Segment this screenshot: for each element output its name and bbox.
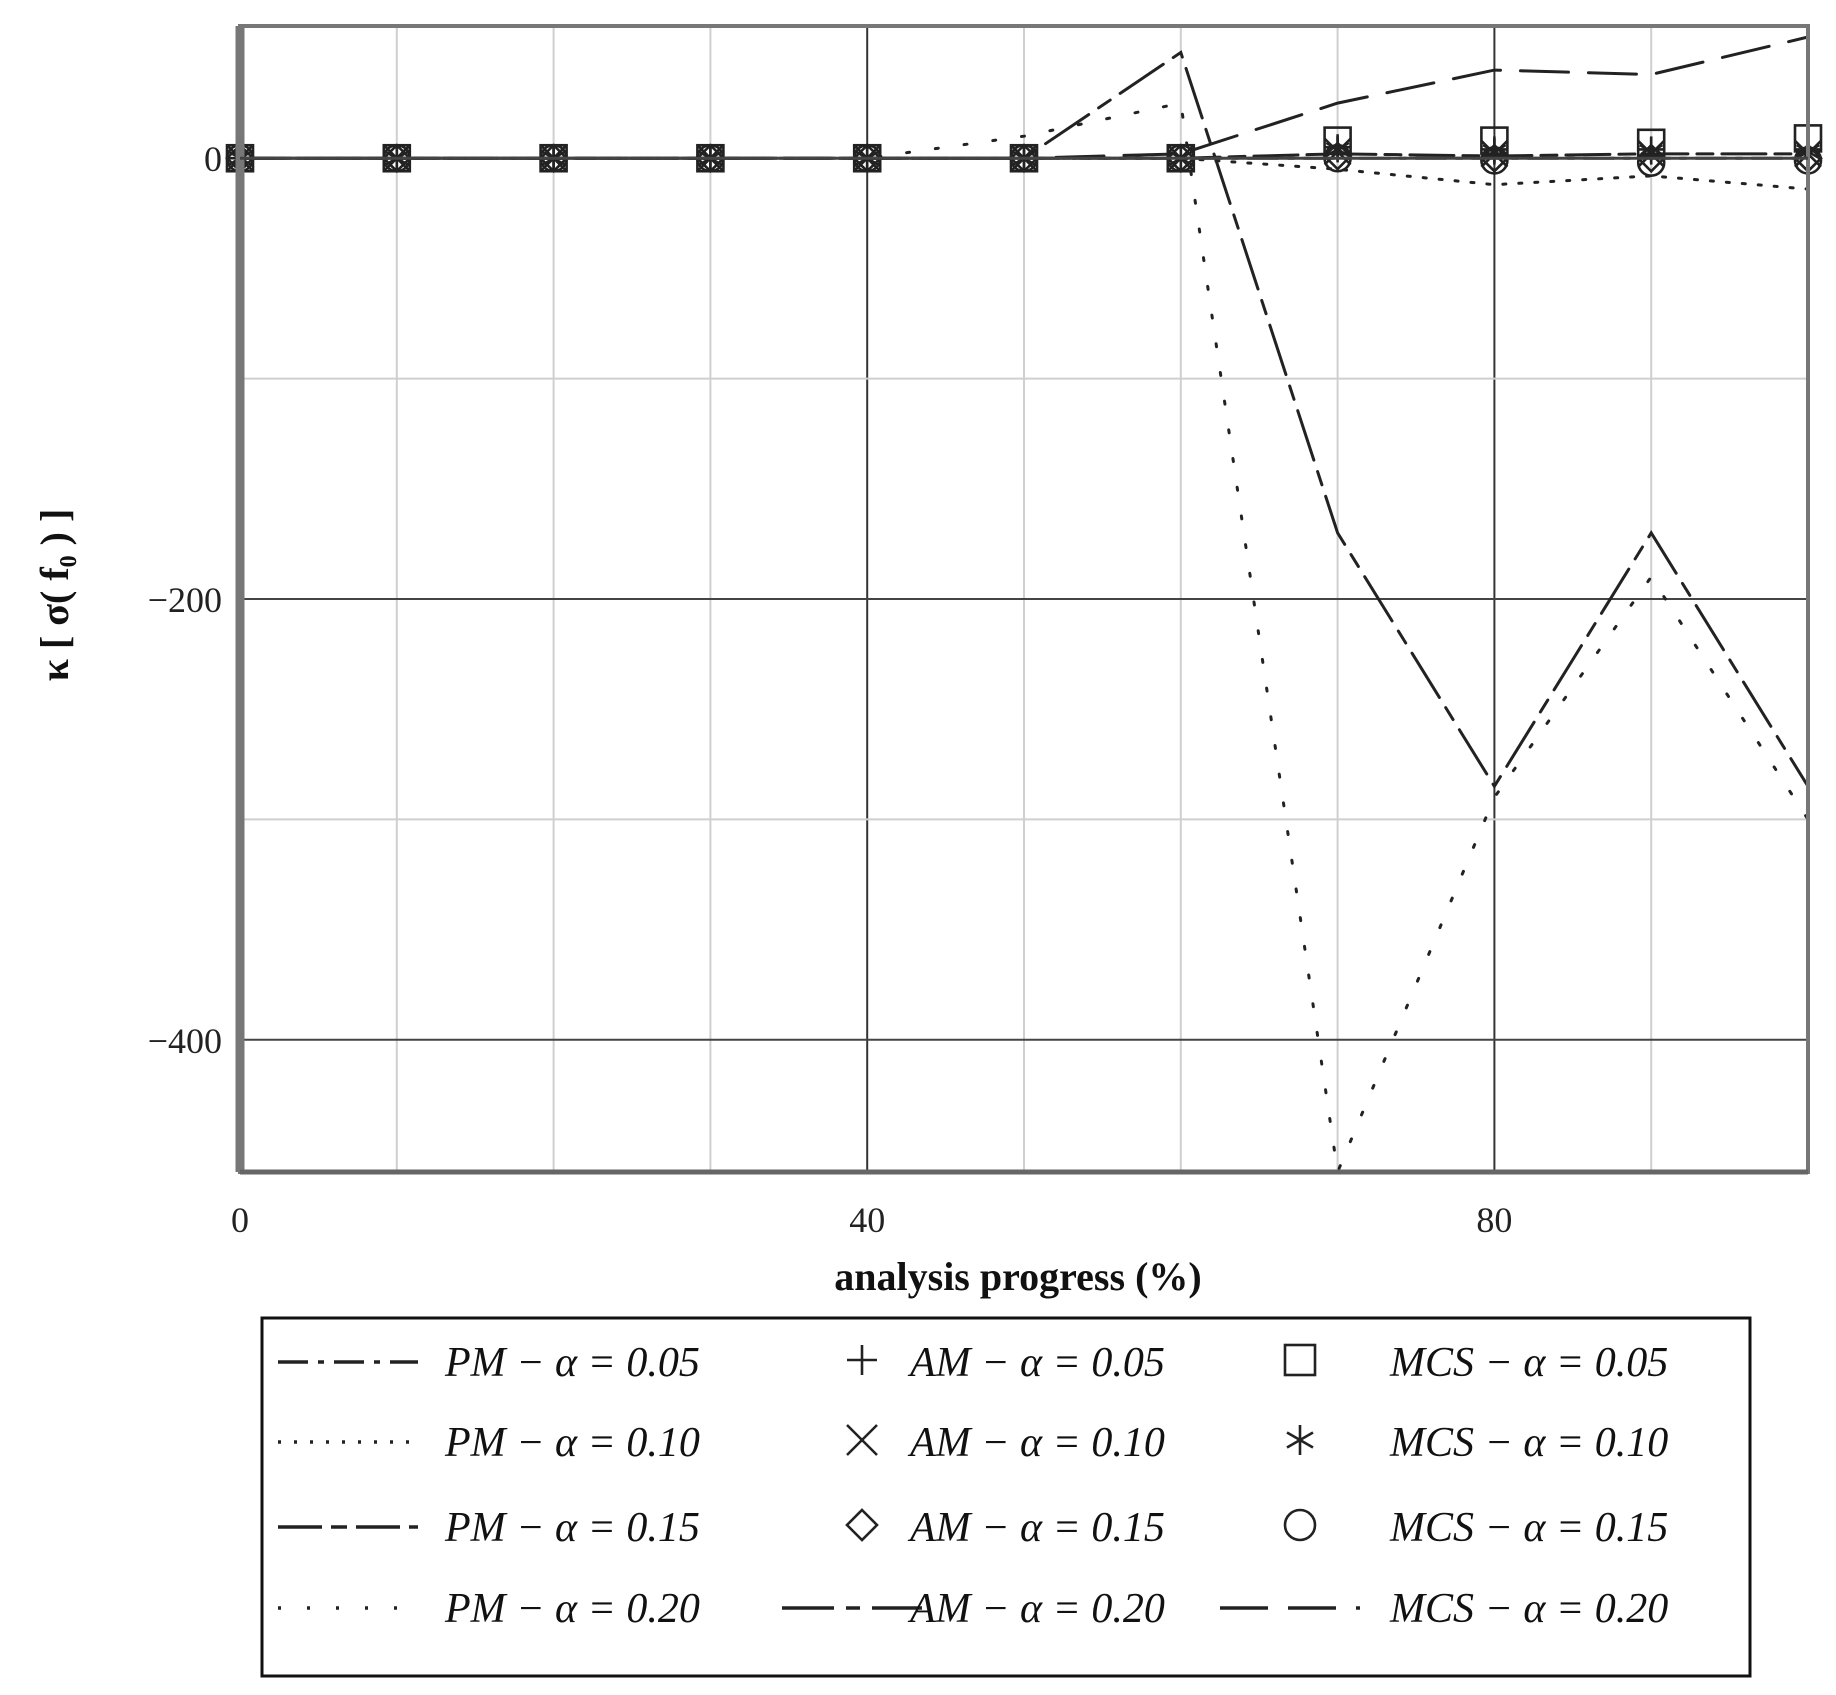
y-tick-label: −400 (148, 1021, 222, 1061)
marker-plus (847, 1345, 877, 1375)
marker-star (1639, 138, 1664, 165)
x-axis-title: analysis progress (%) (834, 1254, 1201, 1299)
legend-entry-label: AM − α = 0.20 (907, 1586, 1165, 1632)
y-tick-label: 0 (204, 139, 222, 179)
marker-star (1482, 138, 1507, 165)
legend-entry-label: MCS − α = 0.10 (1389, 1420, 1668, 1466)
grid-lines (240, 26, 1808, 1172)
marker-circle (1636, 148, 1666, 177)
legend-entry-label: MCS − α = 0.15 (1389, 1505, 1668, 1551)
legend-entry-label: AM − α = 0.05 (907, 1340, 1165, 1386)
legend-entry-label: PM − α = 0.15 (444, 1505, 700, 1551)
marker-star (1286, 1425, 1314, 1455)
marker-square (1283, 1343, 1317, 1377)
plot-frame (235, 24, 1810, 1175)
x-tick-label: 40 (849, 1200, 885, 1240)
x-tick-label: 0 (231, 1200, 249, 1240)
legend-entry-label: MCS − α = 0.05 (1389, 1340, 1668, 1386)
legend-entry-label: AM − α = 0.10 (907, 1420, 1165, 1466)
legend-entry-label: PM − α = 0.10 (444, 1420, 700, 1466)
marker-diamond (1322, 141, 1353, 171)
marker-x (846, 1424, 878, 1456)
legend-entry-label: MCS − α = 0.20 (1389, 1586, 1668, 1632)
marker-circle (1480, 146, 1509, 175)
y-axis-title: κ [ σ( f₀ ) ] (32, 509, 77, 682)
marker-diamond (845, 1508, 879, 1542)
x-tick-label: 80 (1476, 1200, 1512, 1240)
legend-box (260, 1316, 1752, 1678)
legend-entry-label: PM − α = 0.05 (444, 1340, 700, 1386)
legend-entry-label: PM − α = 0.20 (444, 1586, 700, 1632)
tick-labels: 0 40 80 0 −200 −400 (148, 139, 1513, 1240)
marker-circle (1283, 1508, 1317, 1542)
legend: PM − α = 0.05 AM − α = 0.05 MCS − α = 0.05… (260, 1316, 1752, 1678)
y-tick-label: −200 (148, 580, 222, 620)
legend-entry-label: AM − α = 0.15 (907, 1505, 1165, 1551)
